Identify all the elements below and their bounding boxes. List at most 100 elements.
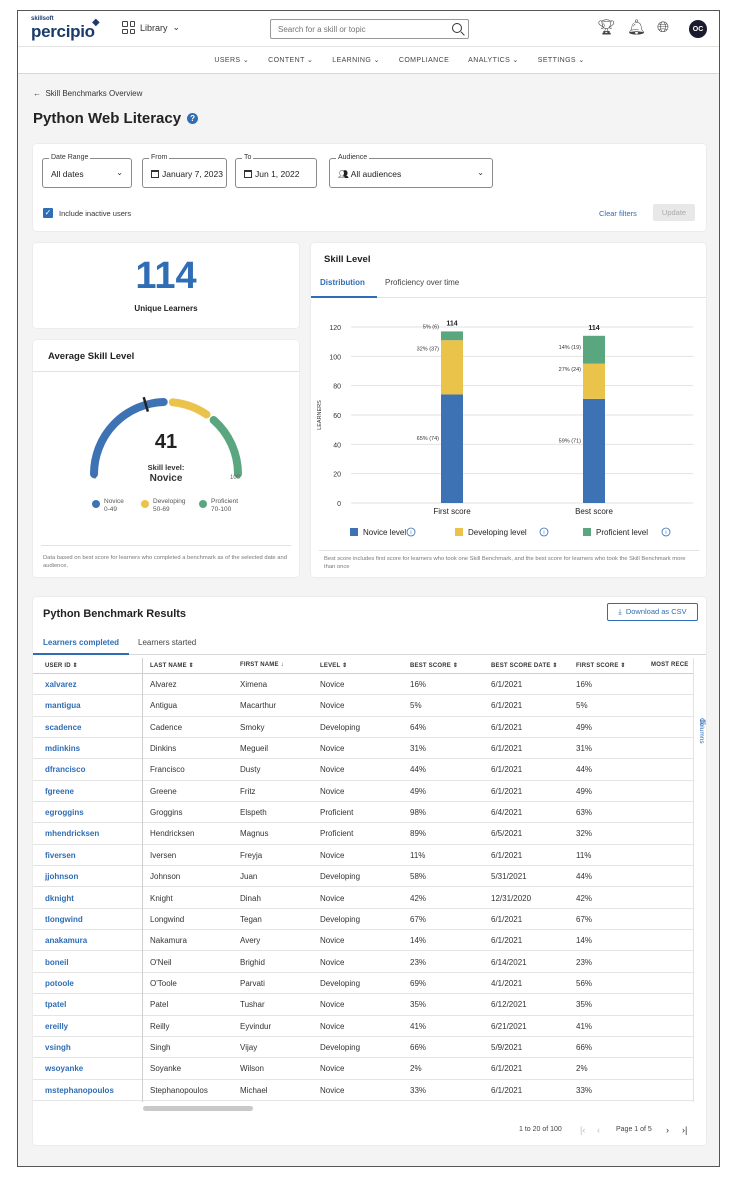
user-id-link[interactable]: potoole xyxy=(45,978,74,988)
columns-button[interactable]: ▤ Columns xyxy=(693,658,706,1102)
column-header[interactable]: BEST SCORE DATE ⇕ xyxy=(491,663,558,669)
table-row[interactable]: ereilly Reilly Eyvindur Novice 41% 6/21/2021 4… xyxy=(33,1016,693,1037)
trophy-icon[interactable]: 🏆︎ xyxy=(597,19,617,36)
avatar[interactable]: OC xyxy=(689,20,707,38)
chevron-down-icon: ⌄ xyxy=(116,168,123,177)
user-id-link[interactable]: boneil xyxy=(45,957,69,967)
user-id-link[interactable]: mantigua xyxy=(45,701,81,711)
y-tick-label: 20 xyxy=(333,472,341,479)
user-id-link[interactable]: tpatel xyxy=(45,1000,67,1010)
nav-users[interactable]: USERS ⌄ xyxy=(214,57,250,64)
table-row[interactable]: tpatel Patel Tushar Novice 35% 6/12/2021 35% xyxy=(33,994,693,1016)
search-box[interactable] xyxy=(270,19,469,39)
column-header[interactable]: USER ID ⇕ xyxy=(45,663,78,669)
column-header[interactable]: FIRST SCORE ⇕ xyxy=(576,663,626,669)
table-cell: Novice xyxy=(320,1064,345,1074)
to-label: To xyxy=(242,154,254,161)
bell-icon[interactable]: 🔔︎ xyxy=(627,19,647,36)
table-row[interactable]: fiversen Iversen Freyja Novice 11% 6/1/2021 11… xyxy=(33,845,693,867)
user-id-link[interactable]: fgreene xyxy=(45,786,74,796)
user-id-link[interactable]: fiversen xyxy=(45,850,76,860)
from-date-field[interactable]: From January 7, 2023 xyxy=(142,154,227,188)
table-row[interactable]: fgreene Greene Fritz Novice 49% 6/1/2021 49% xyxy=(33,781,693,803)
average-skill-card: Average Skill Level 41 Skill level: Novi… xyxy=(33,340,299,577)
table-row[interactable]: dfrancisco Francisco Dusty Novice 44% 6/1/202… xyxy=(33,759,693,781)
percipio-logo[interactable]: percipio xyxy=(31,22,95,41)
user-id-link[interactable]: mdinkins xyxy=(45,744,81,754)
distribution-chart: 0 20 40 60 80 100 120 LEARNERS 65% (74) 32% (37) 5… xyxy=(317,320,693,537)
legend-swatch xyxy=(583,528,591,536)
table-cell: Developing xyxy=(320,978,361,988)
to-date-field[interactable]: To Jun 1, 2022 xyxy=(235,154,317,188)
table-row[interactable]: dknight Knight Dinah Novice 42% 12/31/2020 42% xyxy=(33,888,693,909)
table-row[interactable]: vsingh Singh Vijay Developing 66% 5/9/2021 66% xyxy=(33,1037,693,1059)
audience-select[interactable]: Audience 👥︎ All audiences ⌄ xyxy=(329,154,493,188)
table-row[interactable]: egroggins Groggins Elspeth Proficient 98% 6/4… xyxy=(33,802,693,824)
table-cell: Nakamura xyxy=(150,936,187,946)
help-icon[interactable]: ? xyxy=(187,113,199,124)
user-id-link[interactable]: xalvarez xyxy=(45,680,77,689)
user-id-link[interactable]: dknight xyxy=(45,893,74,903)
column-header[interactable]: FIRST NAME ↓ xyxy=(240,662,284,668)
nav-learning[interactable]: LEARNING ⌄ xyxy=(332,57,380,64)
clear-filters-link[interactable]: Clear filters xyxy=(599,209,637,218)
user-id-link[interactable]: jjohnson xyxy=(45,872,79,882)
user-id-link[interactable]: vsingh xyxy=(45,1042,71,1052)
table-row[interactable]: xalvarez Alvarez Ximena Novice 16% 6/1/2021 16… xyxy=(33,674,693,696)
nav-compliance[interactable]: COMPLIANCE xyxy=(398,56,450,64)
table-row[interactable]: scadence Cadence Smoky Developing 64% 6/1/202… xyxy=(33,717,693,738)
search-input[interactable] xyxy=(271,20,436,38)
table-cell: 44% xyxy=(410,765,427,775)
tab-proficiency-over-time[interactable]: Proficiency over time xyxy=(385,278,460,287)
breadcrumb[interactable]: ← Skill Benchmarks Overview xyxy=(33,89,142,98)
user-id-link[interactable]: ereilly xyxy=(45,1021,69,1031)
table-row[interactable]: wsoyanke Soyanke Wilson Novice 2% 6/1/2021 2% xyxy=(33,1058,693,1080)
user-id-link[interactable]: anakamura xyxy=(45,936,88,946)
tab-learners-started[interactable]: Learners started xyxy=(138,638,197,647)
legend-novice: Novice 0-49 xyxy=(92,498,124,514)
user-id-link[interactable]: dfrancisco xyxy=(45,765,86,775)
table-row[interactable]: tlongwind Longwind Tegan Developing 67% 6/1/2… xyxy=(33,909,693,931)
table-row[interactable]: potoole O'Toole Parvati Developing 69% 4/1/20… xyxy=(33,973,693,995)
date-range-select[interactable]: Date Range All dates ⌄ xyxy=(42,154,132,188)
column-header[interactable]: LEVEL ⇕ xyxy=(320,663,348,669)
library-menu[interactable]: Library ⌄ xyxy=(122,21,180,34)
table-row[interactable]: mdinkins Dinkins Megueil Novice 31% 6/1/2021 3… xyxy=(33,738,693,760)
table-cell: Fritz xyxy=(240,786,256,796)
tab-distribution[interactable]: Distribution xyxy=(320,278,365,287)
table-row[interactable]: mstephanopoulos Stephanopoulos Michael Novi… xyxy=(33,1080,693,1101)
column-header[interactable]: LAST NAME ⇕ xyxy=(150,663,194,669)
bar-data-label: 5% (6) xyxy=(423,324,439,330)
search-icon[interactable] xyxy=(452,23,462,33)
table-row[interactable]: mantigua Antigua Macarthur Novice 5% 6/1/2021… xyxy=(33,695,693,717)
prev-page-icon[interactable]: ‹ xyxy=(597,1125,600,1135)
tab-learners-completed[interactable]: Learners completed xyxy=(43,638,120,647)
horizontal-scrollbar[interactable] xyxy=(143,1106,253,1111)
next-page-icon[interactable]: › xyxy=(666,1125,669,1135)
user-id-link[interactable]: scadence xyxy=(45,722,82,732)
update-button[interactable]: Update xyxy=(653,204,695,221)
user-id-link[interactable]: wsoyanke xyxy=(45,1064,84,1074)
last-page-icon[interactable]: ›| xyxy=(682,1125,688,1135)
nav-settings[interactable]: SETTINGS ⌄ xyxy=(537,57,585,64)
user-id-link[interactable]: mhendricksen xyxy=(45,829,100,839)
user-id-link[interactable]: egroggins xyxy=(45,808,84,818)
column-header[interactable]: BEST SCORE ⇕ xyxy=(410,663,459,669)
table-row[interactable]: anakamura Nakamura Avery Novice 14% 6/1/2021 1… xyxy=(33,930,693,952)
include-inactive-checkbox[interactable]: ✓ xyxy=(43,208,53,218)
table-cell: Novice xyxy=(320,850,345,860)
table-row[interactable]: mhendricksen Hendricksen Magnus Proficient 8… xyxy=(33,823,693,845)
bar-segment-novice-level xyxy=(441,394,463,503)
sort-icon: ⇕ xyxy=(186,663,194,669)
user-id-link[interactable]: mstephanopoulos xyxy=(45,1085,114,1095)
nav-content[interactable]: CONTENT ⌄ xyxy=(268,57,314,64)
nav-analytics[interactable]: ANALYTICS ⌄ xyxy=(468,57,519,64)
globe-icon[interactable]: 🌐︎ xyxy=(657,19,670,36)
table-row[interactable]: jjohnson Johnson Juan Developing 58% 5/31/202… xyxy=(33,866,693,888)
first-page-icon[interactable]: |‹ xyxy=(580,1125,586,1135)
column-header[interactable]: MOST RECE xyxy=(651,662,689,668)
download-csv-button[interactable]: ⤓ Download as CSV xyxy=(607,603,698,621)
from-value: January 7, 2023 xyxy=(162,169,223,179)
table-row[interactable]: boneil O'Neil Brighid Novice 23% 6/14/2021 23% xyxy=(33,952,693,973)
user-id-link[interactable]: tlongwind xyxy=(45,914,83,924)
